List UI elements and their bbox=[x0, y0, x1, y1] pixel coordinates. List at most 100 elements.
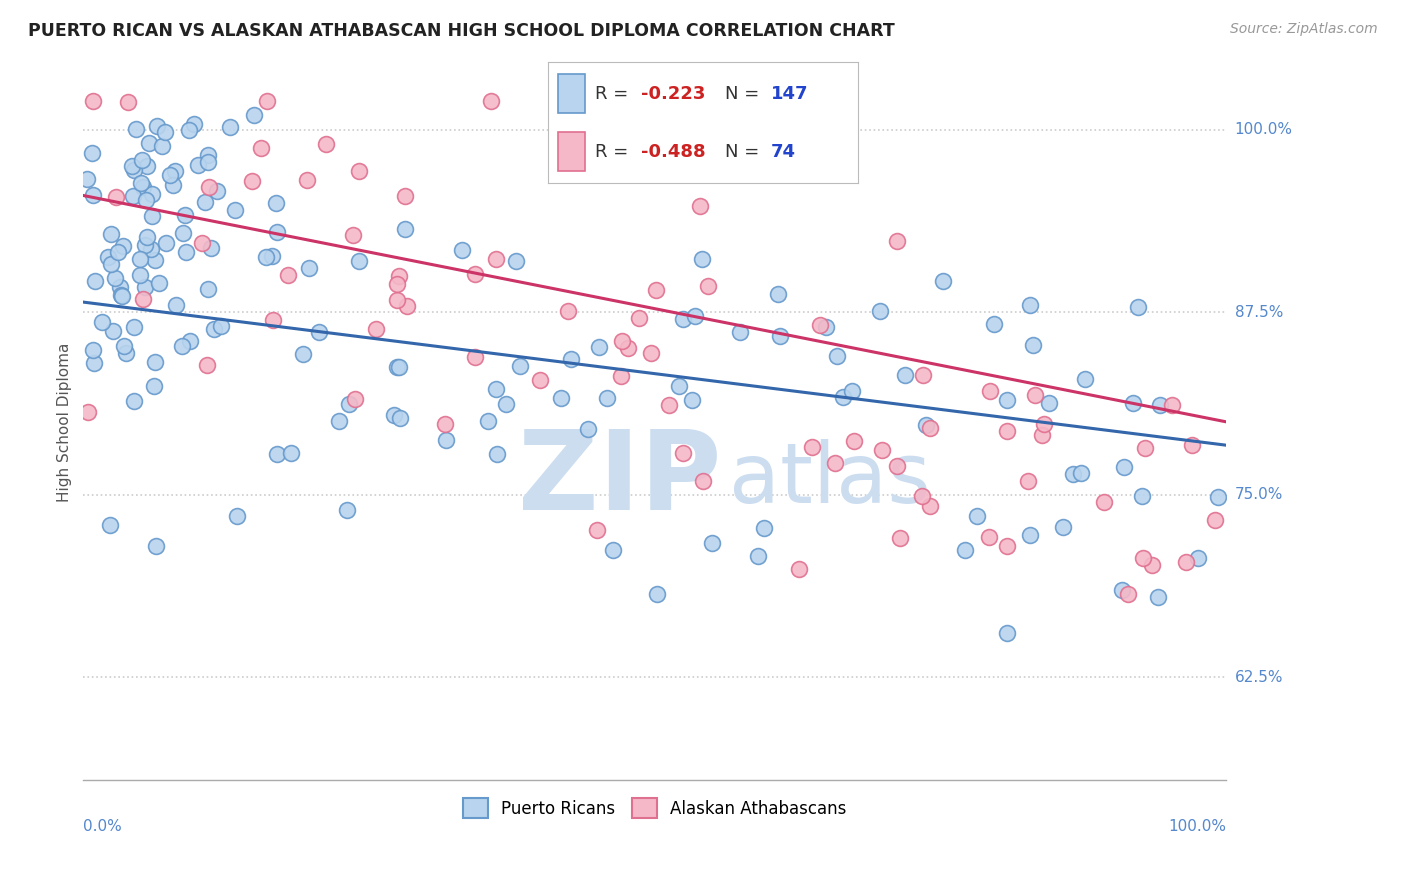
Point bbox=[628, 311, 651, 326]
Text: ZIP: ZIP bbox=[517, 425, 721, 533]
Point bbox=[598, 150, 620, 164]
Text: R =: R = bbox=[595, 85, 634, 103]
Point bbox=[394, 221, 416, 235]
Point bbox=[484, 252, 506, 266]
Point bbox=[529, 373, 551, 387]
Point bbox=[700, 535, 723, 549]
Point bbox=[824, 456, 846, 470]
Point bbox=[983, 317, 1005, 331]
Point bbox=[388, 360, 411, 375]
Point bbox=[122, 319, 145, 334]
Point bbox=[139, 242, 162, 256]
Point bbox=[165, 298, 187, 312]
Point bbox=[138, 136, 160, 150]
Point bbox=[90, 315, 112, 329]
Point bbox=[179, 334, 201, 348]
Point bbox=[1187, 550, 1209, 565]
Point bbox=[328, 414, 350, 428]
Point bbox=[170, 339, 193, 353]
Point bbox=[842, 434, 865, 448]
Point bbox=[295, 173, 318, 187]
Point bbox=[82, 94, 104, 108]
Point bbox=[84, 274, 107, 288]
Y-axis label: High School Diploma: High School Diploma bbox=[58, 343, 72, 501]
Point bbox=[110, 287, 132, 301]
Point bbox=[129, 252, 152, 266]
Point bbox=[918, 500, 941, 514]
Point bbox=[308, 325, 330, 339]
Point bbox=[155, 235, 177, 250]
Point bbox=[692, 474, 714, 488]
Point bbox=[254, 250, 277, 264]
Text: 74: 74 bbox=[770, 143, 796, 161]
Point bbox=[148, 276, 170, 290]
Point bbox=[689, 199, 711, 213]
Point bbox=[197, 147, 219, 161]
Point bbox=[1017, 475, 1039, 489]
Point bbox=[131, 293, 153, 307]
Point bbox=[218, 120, 240, 135]
Point bbox=[979, 384, 1001, 399]
Point bbox=[1021, 338, 1043, 352]
Point bbox=[966, 508, 988, 523]
Point bbox=[550, 391, 572, 405]
FancyBboxPatch shape bbox=[558, 132, 585, 171]
Point bbox=[100, 257, 122, 271]
Point bbox=[1111, 583, 1133, 598]
Point bbox=[209, 318, 232, 333]
Point bbox=[202, 322, 225, 336]
Point bbox=[243, 108, 266, 122]
Point bbox=[117, 95, 139, 110]
Point bbox=[995, 540, 1018, 554]
Text: 62.5%: 62.5% bbox=[1234, 670, 1284, 685]
Point bbox=[250, 141, 273, 155]
Point bbox=[364, 322, 387, 336]
Point bbox=[1130, 489, 1153, 503]
Point bbox=[995, 626, 1018, 640]
Point bbox=[135, 193, 157, 207]
Point bbox=[1031, 428, 1053, 442]
Point bbox=[815, 319, 838, 334]
Point bbox=[266, 447, 288, 461]
Point bbox=[912, 368, 935, 382]
Point bbox=[485, 446, 508, 460]
Point bbox=[1132, 551, 1154, 566]
Point bbox=[1126, 301, 1149, 315]
Point bbox=[433, 417, 456, 432]
Point bbox=[198, 179, 221, 194]
Point bbox=[134, 238, 156, 252]
Point bbox=[671, 446, 693, 460]
Point bbox=[911, 489, 934, 503]
Point bbox=[640, 345, 662, 359]
Point bbox=[918, 420, 941, 434]
Text: PUERTO RICAN VS ALASKAN ATHABASCAN HIGH SCHOOL DIPLOMA CORRELATION CHART: PUERTO RICAN VS ALASKAN ATHABASCAN HIGH … bbox=[28, 22, 894, 40]
Point bbox=[387, 277, 409, 291]
Point bbox=[1024, 388, 1046, 402]
Point bbox=[787, 561, 810, 575]
Text: R =: R = bbox=[595, 143, 634, 161]
Point bbox=[1018, 298, 1040, 312]
Point bbox=[932, 274, 955, 288]
Point bbox=[495, 397, 517, 411]
Point bbox=[342, 228, 364, 243]
Text: atlas: atlas bbox=[730, 439, 931, 519]
Point bbox=[82, 343, 104, 358]
Point bbox=[1092, 495, 1115, 509]
Point bbox=[886, 235, 908, 249]
Text: N =: N = bbox=[724, 85, 765, 103]
Point bbox=[172, 226, 194, 240]
Point bbox=[382, 408, 405, 422]
Point bbox=[122, 189, 145, 203]
Point bbox=[1019, 528, 1042, 542]
Point bbox=[886, 459, 908, 474]
Point bbox=[979, 530, 1001, 544]
Point bbox=[576, 422, 599, 436]
Point bbox=[107, 244, 129, 259]
Point bbox=[141, 210, 163, 224]
Point bbox=[479, 94, 502, 108]
Point bbox=[914, 418, 936, 433]
Point bbox=[889, 531, 911, 545]
Point bbox=[588, 340, 610, 354]
Text: Source: ZipAtlas.com: Source: ZipAtlas.com bbox=[1230, 22, 1378, 37]
Point bbox=[266, 225, 288, 239]
